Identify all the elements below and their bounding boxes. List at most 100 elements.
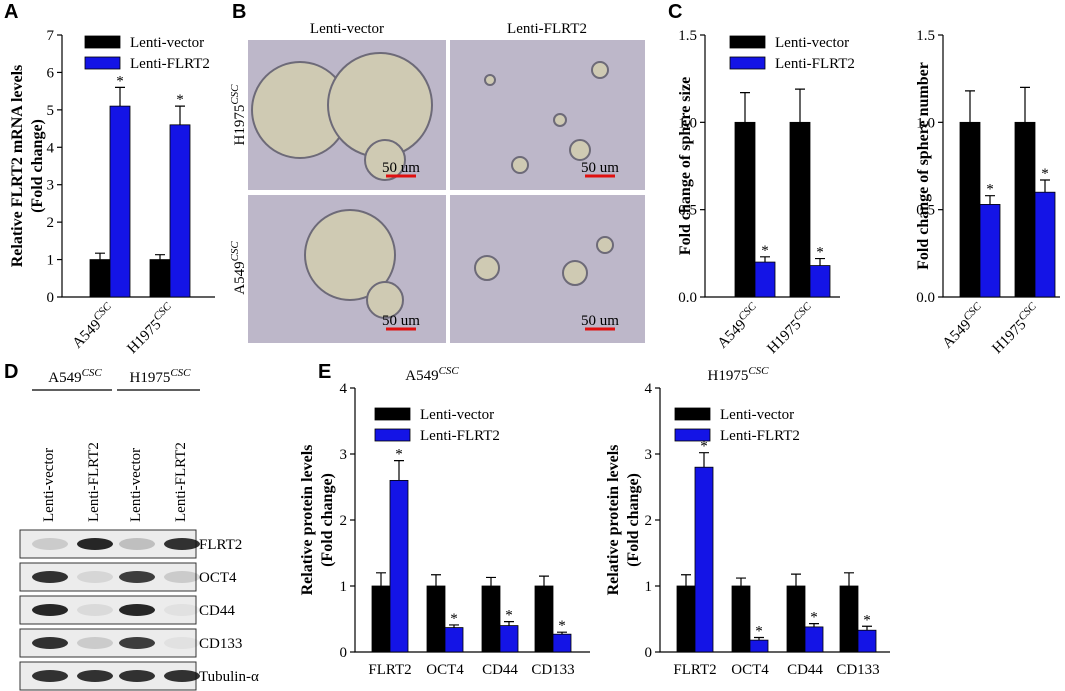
x-tick-label: CD44 [787, 662, 823, 678]
legend-label: Lenti-FLRT2 [720, 428, 800, 444]
chart-title: A549CSC [405, 365, 459, 384]
y-tick-label: 2 [340, 513, 348, 529]
significance-label: * [558, 618, 566, 634]
column-label: Lenti-vector [310, 21, 384, 37]
bar [534, 585, 554, 653]
legend-label: Lenti-FLRT2 [775, 56, 855, 72]
y-tick-label: 1.0 [678, 115, 697, 131]
bar [839, 585, 859, 653]
bar [552, 633, 572, 653]
y-tick-label: 1.0 [916, 115, 935, 131]
y-tick-label: 0.0 [916, 290, 935, 306]
x-tick-label: A549CSC [68, 300, 120, 352]
y-tick-label: 2 [645, 513, 653, 529]
y-tick-label: 1 [340, 579, 348, 595]
cell-sphere [511, 156, 529, 174]
group-label-base: A549 [48, 370, 81, 386]
scale-bar-label: 50 um [581, 313, 619, 329]
error-bar [681, 574, 691, 586]
y-tick-label: 0.0 [678, 290, 697, 306]
bar [789, 121, 811, 298]
legend-label: Lenti-FLRT2 [420, 428, 500, 444]
bar [731, 585, 751, 653]
legend-swatch [84, 35, 121, 49]
band-label: CD44 [199, 603, 235, 619]
error-bar [791, 573, 801, 586]
blot-band [77, 538, 113, 550]
legend-swatch [374, 428, 411, 442]
y-tick-label: 0.5 [916, 203, 935, 219]
y-tick-label: 7 [47, 28, 55, 44]
bar [371, 585, 391, 653]
y-tick-label: 4 [47, 140, 55, 156]
bar [444, 627, 464, 653]
bar [676, 585, 696, 653]
legend-swatch [729, 35, 766, 49]
error-bar [699, 452, 709, 468]
y-tick-label: 5 [47, 103, 55, 119]
x-tick-label: H1975CSC [987, 300, 1044, 357]
lane-label: Lenti-vector [41, 448, 57, 522]
significance-label: * [700, 439, 708, 455]
legend-label: Lenti-vector [720, 407, 794, 423]
y-tick-label: 3 [645, 447, 653, 463]
chart-title-base: H1975 [707, 368, 748, 384]
significance-label: * [755, 623, 763, 639]
error-bar [155, 254, 165, 260]
y-tick-label: 0 [340, 645, 348, 661]
lane-label: Lenti-vector [128, 448, 144, 522]
y-tick-label: 0 [47, 290, 55, 306]
significance-label: * [395, 447, 403, 463]
x-tick-label: CD133 [836, 662, 879, 678]
group-label-base: H1975 [129, 370, 170, 386]
blot-band [32, 571, 68, 583]
significance-label: * [761, 243, 769, 259]
micrograph [450, 40, 645, 190]
significance-label: * [816, 245, 824, 261]
significance-label: * [176, 92, 184, 108]
row-label: H1975CSC [229, 84, 248, 146]
chart-title-base: A549 [405, 368, 438, 384]
group-label-sup: CSC [170, 367, 191, 379]
y-tick-label: 1.5 [916, 28, 935, 44]
band-label: OCT4 [199, 570, 237, 586]
x-tick-label: FLRT2 [368, 662, 411, 678]
error-bar [376, 572, 386, 586]
error-bar [95, 252, 105, 260]
band-label: FLRT2 [199, 537, 242, 553]
error-bar [965, 90, 975, 123]
significance-label: * [505, 608, 513, 624]
y-axis-label: (Fold change) [29, 119, 46, 213]
legend-label: Lenti-FLRT2 [130, 56, 210, 72]
x-tick-label: CD133 [531, 662, 574, 678]
blot-band [77, 571, 113, 583]
scale-bar-label: 50 um [382, 160, 420, 176]
y-axis-label: Relative FLRT2 mRNA levels [9, 65, 26, 268]
blot-band [119, 538, 155, 550]
bar [109, 105, 131, 298]
x-tick-label: H1975CSC [762, 300, 819, 357]
bar [809, 265, 831, 298]
significance-label: * [986, 182, 994, 198]
bar [89, 259, 111, 298]
blot-band [119, 670, 155, 682]
y-tick-label: 1 [47, 253, 55, 269]
bar [149, 259, 171, 298]
bar [1034, 191, 1056, 298]
scale-bar-label: 50 um [382, 313, 420, 329]
group-label-sup: CSC [82, 367, 103, 379]
bar [734, 121, 756, 298]
y-axis-label: Fold change of sphere size [677, 77, 694, 255]
bar [804, 626, 824, 653]
legend-swatch [674, 407, 711, 421]
lane-label: Lenti-FLRT2 [86, 442, 102, 522]
blot-band [32, 538, 68, 550]
y-tick-label: 0.5 [678, 203, 697, 219]
significance-label: * [863, 612, 871, 628]
cell-sphere [474, 255, 500, 281]
cell-sphere [591, 61, 609, 79]
legend-label: Lenti-vector [775, 35, 849, 51]
bar [749, 639, 769, 653]
significance-label: * [810, 610, 818, 626]
blot-band [164, 670, 200, 682]
